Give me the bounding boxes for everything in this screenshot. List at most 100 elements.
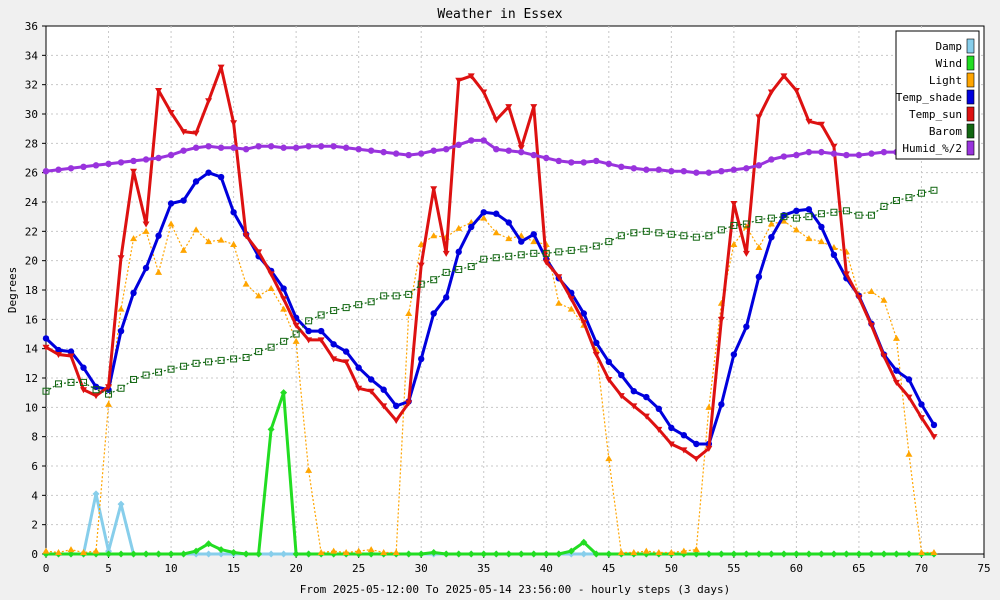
data-point-wind [692, 550, 700, 558]
data-point-humid-2 [793, 151, 800, 159]
data-point-temp-sun [417, 262, 425, 269]
data-point-wind [767, 550, 775, 558]
data-point-wind [867, 550, 875, 558]
data-point-light [167, 220, 175, 227]
data-point-wind [267, 425, 275, 433]
data-point-wind [430, 549, 438, 557]
data-point-temp-sun [842, 271, 850, 278]
data-point-barom [655, 229, 663, 237]
data-point-light [292, 337, 300, 344]
data-point-barom [267, 343, 275, 351]
data-point-temp-sun [517, 145, 525, 152]
data-point-barom [42, 387, 50, 395]
data-point-temp-sun [755, 114, 763, 121]
legend-swatch [966, 123, 975, 139]
data-point-light [142, 227, 150, 234]
data-point-light [730, 241, 738, 248]
data-point-temp-shade [718, 401, 725, 408]
data-point-temp-sun [492, 117, 500, 124]
y-tick-label: 20 [25, 255, 38, 268]
data-point-humid-2 [292, 144, 300, 151]
data-point-humid-2 [117, 159, 125, 166]
data-point-temp-sun [467, 73, 475, 80]
data-point-humid-2 [217, 144, 225, 151]
data-point-light [342, 549, 350, 556]
data-point-humid-2 [480, 137, 487, 144]
data-point-temp-shade [468, 223, 475, 231]
data-point-light [767, 220, 775, 227]
data-point-barom [692, 233, 700, 241]
data-point-temp-shade [643, 393, 650, 401]
data-point-humid-2 [355, 146, 362, 153]
legend-swatch [966, 38, 975, 54]
data-point-wind [517, 550, 525, 558]
data-point-wind [792, 550, 800, 558]
data-point-temp-shade [217, 173, 225, 181]
data-point-humid-2 [305, 143, 312, 150]
data-point-damp [217, 550, 225, 558]
data-point-light [92, 547, 100, 554]
legend-swatch [966, 106, 975, 122]
data-point-temp-shade [130, 289, 137, 297]
data-point-damp [267, 550, 275, 558]
data-point-temp-sun [780, 73, 788, 80]
data-point-barom [55, 380, 63, 388]
data-point-temp-sun [830, 143, 838, 150]
data-point-humid-2 [530, 151, 537, 159]
data-point-temp-sun [405, 400, 413, 407]
data-point-light [705, 403, 713, 410]
data-point-humid-2 [543, 154, 550, 162]
data-point-temp-shade [693, 440, 700, 448]
data-point-temp-sun [630, 403, 638, 410]
legend-label: Barom [929, 125, 962, 138]
data-point-temp-sun [692, 456, 700, 463]
data-point-humid-2 [92, 162, 100, 169]
x-tick-label: 20 [290, 562, 303, 575]
data-point-wind [705, 550, 713, 558]
legend-swatch [966, 89, 975, 105]
data-point-temp-sun [617, 393, 625, 400]
data-point-temp-sun [817, 121, 825, 128]
data-point-barom [92, 386, 100, 394]
data-point-barom [230, 355, 238, 363]
data-point-humid-2 [155, 154, 162, 162]
data-point-humid-2 [493, 146, 500, 153]
data-point-temp-shade [668, 424, 675, 432]
data-point-barom [142, 371, 150, 379]
y-tick-label: 0 [31, 548, 38, 561]
data-point-wind [167, 550, 175, 558]
data-point-temp-shade [192, 178, 200, 185]
data-point-temp-sun [217, 64, 225, 71]
data-point-humid-2 [818, 148, 825, 156]
data-point-barom [892, 197, 900, 205]
data-point-wind [855, 550, 863, 558]
series-temp-sun [42, 64, 938, 463]
data-point-humid-2 [743, 165, 750, 172]
data-point-humid-2 [580, 159, 587, 166]
data-point-wind [155, 550, 163, 558]
data-point-wind [255, 550, 263, 558]
data-point-humid-2 [468, 137, 475, 144]
data-point-temp-shade [518, 238, 525, 245]
data-point-temp-shade [317, 327, 325, 335]
x-tick-label: 45 [602, 562, 615, 575]
data-point-humid-2 [843, 151, 850, 159]
data-point-temp-shade [830, 251, 838, 258]
data-point-humid-2 [630, 165, 638, 172]
y-tick-label: 30 [25, 108, 38, 121]
data-point-light [617, 549, 625, 556]
data-point-light [255, 292, 263, 299]
data-point-temp-shade [505, 219, 512, 226]
data-point-temp-sun [42, 344, 50, 351]
y-axis-label: Degrees [6, 267, 19, 313]
data-point-temp-sun [355, 385, 363, 392]
data-point-light [67, 546, 75, 553]
data-point-temp-sun [180, 129, 188, 136]
data-point-humid-2 [230, 144, 237, 151]
data-point-barom [492, 254, 500, 262]
data-point-temp-shade [768, 234, 775, 241]
data-point-humid-2 [167, 151, 175, 159]
data-point-temp-sun [667, 441, 675, 448]
data-point-light [505, 235, 513, 242]
data-point-light [405, 309, 413, 316]
